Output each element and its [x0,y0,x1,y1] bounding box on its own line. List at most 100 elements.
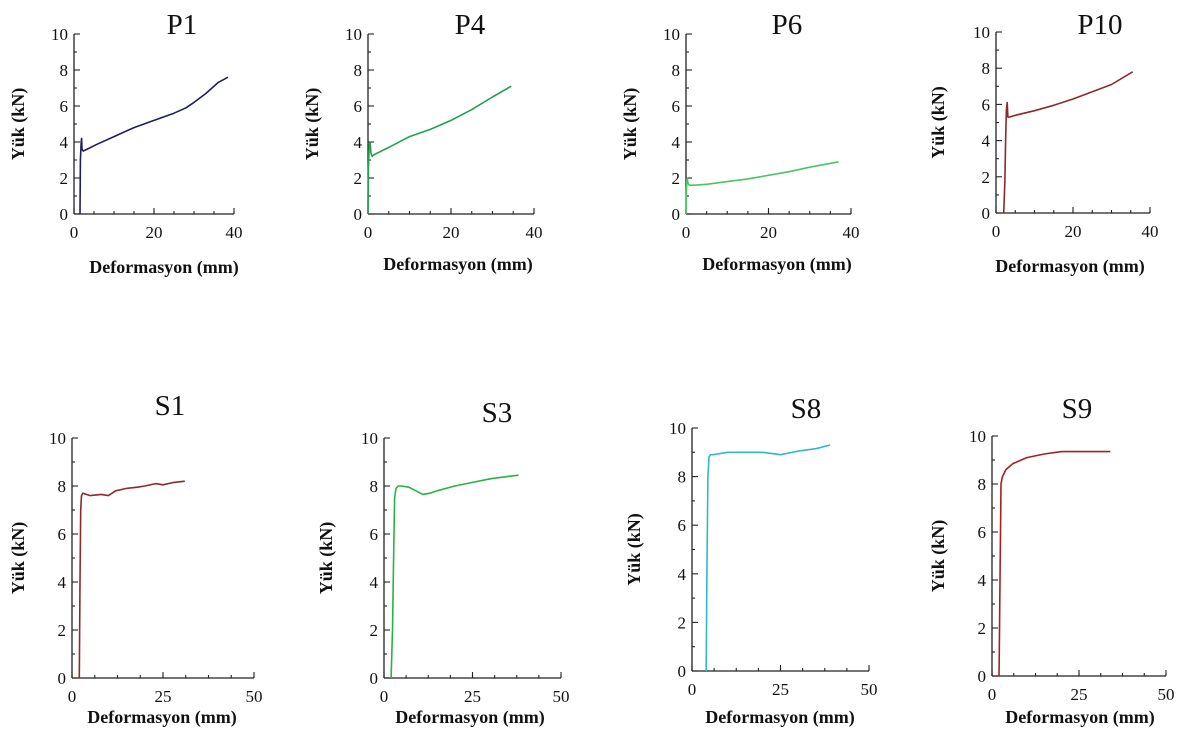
y-tick-label: 10 [669,419,686,438]
y-axis-label: Yük (kN) [302,88,323,161]
y-tick-label: 0 [370,669,379,688]
y-axis-label: Yük (kN) [8,88,29,161]
chart-title: S8 [791,393,822,425]
y-tick-label: 10 [973,23,990,42]
series-line-s9 [998,450,1111,677]
y-tick-label: 4 [370,573,379,592]
y-tick-label: 0 [978,667,987,686]
x-tick-label: 0 [68,687,77,706]
y-tick-label: 2 [678,613,687,632]
x-tick-label: 0 [992,222,1001,241]
x-tick-label: 0 [682,223,691,242]
x-tick-label: 20 [146,223,163,242]
y-tick-label: 4 [982,132,991,151]
y-tick-label: 8 [354,61,363,80]
y-tick-label: 8 [978,475,987,494]
y-axis-label: Yük (kN) [620,88,641,161]
x-axis-label: Deformasyon (mm) [87,707,236,728]
x-axis-label: Deformasyon (mm) [705,707,854,728]
y-tick-label: 0 [354,205,363,224]
chart-title: P4 [455,9,486,41]
y-tick-label: 8 [58,477,67,496]
y-tick-label: 4 [978,571,987,590]
y-tick-label: 6 [982,95,991,114]
y-tick-label: 0 [672,205,681,224]
x-tick-label: 25 [155,687,172,706]
chart-title: P6 [772,9,803,41]
x-tick-label: 40 [226,223,243,242]
x-tick-label: 40 [1142,222,1159,241]
x-tick-label: 50 [553,687,570,706]
chart-title: S3 [482,397,513,429]
chart-panel-s3: S3 0 2 4 6 8 10 0 25 50 Deformasyon (mm) Yük (kN) [316,397,570,728]
chart-title: S9 [1062,393,1093,425]
y-tick-label: 0 [58,669,67,688]
x-axis-label: Deformasyon (mm) [89,257,238,278]
y-tick-label: 4 [678,565,687,584]
chart-panel-p1: P1 0 2 4 6 8 10 0 20 40 Deformasyon (mm) Yük (kN) [8,9,243,278]
x-tick-label: 50 [246,687,263,706]
chart-panel-s1: S1 0 2 4 6 8 10 0 25 50 Deformasyon (mm) Yük (kN) [8,390,263,728]
y-tick-label: 10 [361,429,378,448]
y-tick-label: 2 [982,168,991,187]
series-line-s8 [705,444,831,672]
x-axis-label: Deformasyon (mm) [395,707,544,728]
y-tick-label: 2 [370,621,379,640]
chart-panel-p6: P6 0 2 4 6 8 10 0 20 40 Deformasyon (mm) Yük (kN) [620,9,860,275]
y-tick-label: 4 [354,133,363,152]
series-line-p10 [1002,71,1134,214]
y-tick-label: 6 [678,516,687,535]
series-line-s1 [78,480,185,679]
y-tick-label: 10 [345,25,362,44]
y-tick-label: 10 [49,429,66,448]
chart-title: P1 [167,9,198,41]
y-tick-label: 8 [672,61,681,80]
x-tick-label: 50 [1158,685,1175,704]
y-tick-label: 0 [678,662,687,681]
y-tick-label: 10 [969,427,986,446]
y-tick-label: 2 [60,169,69,188]
y-axis-label: Yük (kN) [316,522,337,595]
y-tick-label: 6 [672,97,681,116]
x-tick-label: 50 [861,680,878,699]
y-tick-label: 8 [60,61,69,80]
y-tick-label: 4 [60,133,69,152]
y-tick-label: 8 [370,477,379,496]
y-axis-label: Yük (kN) [8,522,29,595]
y-axis-label: Yük (kN) [928,520,949,593]
y-tick-label: 0 [982,204,991,223]
chart-panel-p4: P4 0 2 4 6 8 10 0 20 40 Deformasyon (mm) Yük (kN) [302,9,543,275]
x-tick-label: 25 [464,687,481,706]
chart-panel-p10: P10 0 2 4 6 8 10 0 20 40 Deformasyon (mm) Yük (kN) [928,9,1159,277]
chart-title: S1 [155,390,186,422]
x-tick-label: 0 [988,685,997,704]
y-tick-label: 2 [58,621,67,640]
x-axis-label: Deformasyon (mm) [995,256,1144,277]
y-axis-label: Yük (kN) [624,513,645,586]
series-line-p4 [367,85,512,215]
y-tick-label: 6 [354,97,363,116]
x-tick-label: 20 [760,223,777,242]
series-line-s3 [390,474,519,679]
y-tick-label: 10 [51,25,68,44]
series-line-p1 [79,76,229,215]
y-tick-label: 6 [58,525,67,544]
y-tick-label: 6 [60,97,69,116]
chart-panel-s8: S8 0 2 4 6 8 10 0 25 50 Deformasyon (mm) Yük (kN) [624,393,878,728]
x-tick-label: 40 [526,223,543,242]
y-tick-label: 4 [58,573,67,592]
x-tick-label: 0 [688,680,697,699]
y-tick-label: 2 [978,619,987,638]
y-tick-label: 8 [678,468,687,487]
x-tick-label: 0 [380,687,389,706]
x-axis-label: Deformasyon (mm) [383,254,532,275]
x-tick-label: 0 [70,223,79,242]
y-tick-label: 8 [982,59,991,78]
x-tick-label: 40 [843,223,860,242]
y-tick-label: 4 [672,133,681,152]
x-axis-label: Deformasyon (mm) [702,254,851,275]
y-tick-label: 6 [978,523,987,542]
y-tick-label: 2 [672,169,681,188]
